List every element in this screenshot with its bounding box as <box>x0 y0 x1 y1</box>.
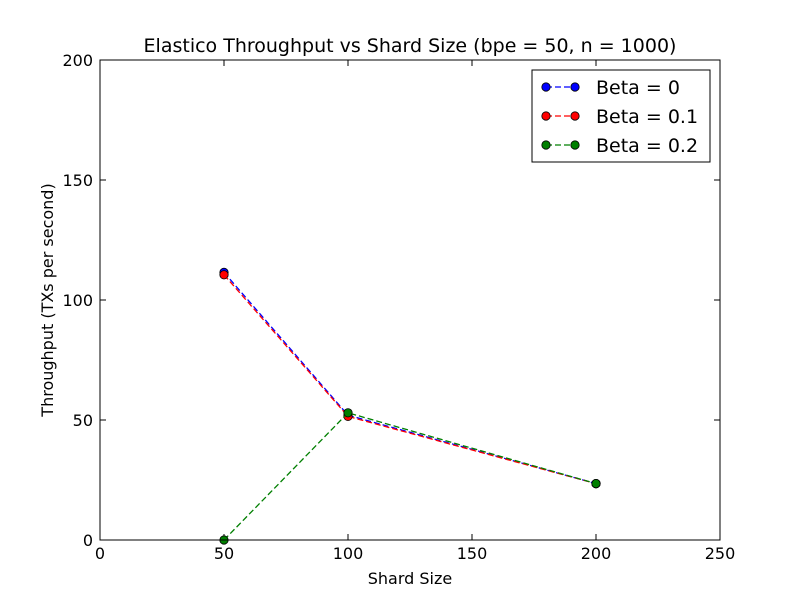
y-axis-title: Throughput (TXs per second) <box>38 183 57 417</box>
x-tick-label: 0 <box>95 544 105 563</box>
x-tick-label: 200 <box>581 544 612 563</box>
legend-marker <box>570 140 580 150</box>
legend-label: Beta = 0.2 <box>596 135 698 157</box>
legend-marker <box>570 111 580 121</box>
series-layer <box>219 267 601 545</box>
data-point <box>343 408 353 418</box>
x-tick-label: 50 <box>214 544 234 563</box>
x-tick-label: 100 <box>333 544 364 563</box>
legend-marker <box>541 82 551 92</box>
data-point <box>591 478 601 489</box>
x-axis-title: Shard Size <box>368 569 452 588</box>
x-tick-label: 250 <box>705 544 736 563</box>
data-point <box>219 270 229 280</box>
y-tick-label: 50 <box>73 411 93 430</box>
legend-frame <box>531 69 711 163</box>
legend-label: Beta = 0.1 <box>596 106 698 128</box>
plot-frame <box>99 59 721 541</box>
x-tick-label: 150 <box>457 544 488 563</box>
series-line-1 <box>223 274 597 485</box>
chart-title: Elastico Throughput vs Shard Size (bpe =… <box>144 35 677 57</box>
series-line-2 <box>223 412 597 541</box>
y-tick-label: 100 <box>62 291 93 310</box>
legend-marker <box>541 111 551 121</box>
y-tick-label: 200 <box>62 51 93 70</box>
legend: Beta = 0 Beta = 0.1 Beta = 0.2 <box>531 69 711 163</box>
y-tick-label: 150 <box>62 171 93 190</box>
legend-marker <box>570 82 580 92</box>
ticks-layer: 0 50 100 150 200 250 0 50 100 150 200 <box>62 51 735 563</box>
legend-marker <box>541 140 551 150</box>
series-line-0 <box>223 271 597 485</box>
legend-label: Beta = 0 <box>596 77 680 99</box>
y-tick-label: 0 <box>83 531 93 550</box>
